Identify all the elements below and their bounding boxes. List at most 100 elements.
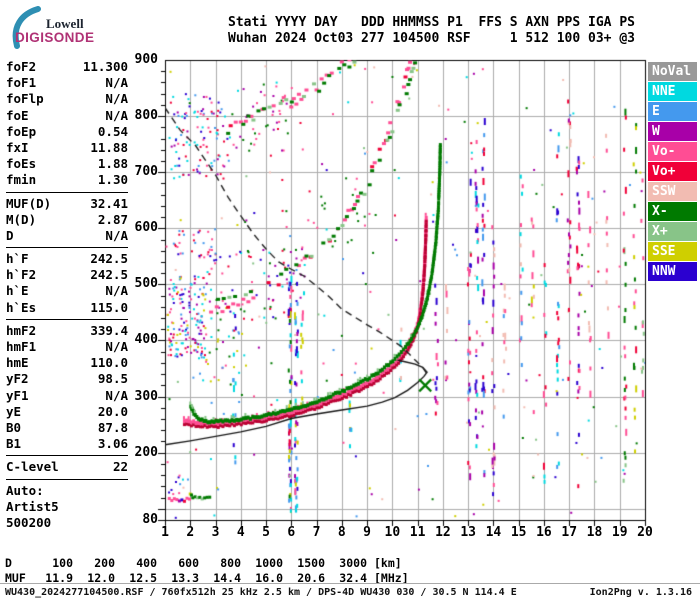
frow-muf-value-0: 11.9 bbox=[45, 570, 73, 585]
param-value: 2.87 bbox=[97, 211, 128, 227]
param-separator bbox=[6, 318, 128, 320]
x-tick-label-18: 18 bbox=[586, 525, 603, 540]
autoscaling-info-2: 500200 bbox=[6, 514, 52, 530]
status-bar: WU430_2024277104500.RSF / 760fx512h 25 k… bbox=[0, 583, 700, 599]
param-value: 115.0 bbox=[90, 299, 128, 315]
legend-item-nnw: NNW bbox=[648, 262, 697, 281]
parameter-panel: foF2 11.300 foF1 N/A foFlp N/A foE N/A foEp 0.54 f… bbox=[6, 59, 128, 531]
legend-item-vo: Vo- bbox=[648, 142, 697, 161]
param-row-hf: h`F 242.5 bbox=[6, 251, 128, 267]
y-tick-label-80: 80 bbox=[142, 512, 158, 527]
param-value: N/A bbox=[105, 339, 128, 354]
param-value: 339.4 bbox=[90, 322, 128, 338]
header-values-line: Wuhan 2024 Oct03 277 104500 RSF 1 512 10… bbox=[228, 31, 635, 46]
param-value: 110.0 bbox=[90, 355, 128, 371]
param-label: fxI bbox=[6, 139, 29, 155]
param-row-yf1: yF1 N/A bbox=[6, 388, 128, 404]
param-row-foes: foEs 1.88 bbox=[6, 156, 128, 172]
param-separator bbox=[6, 478, 128, 480]
digisonde-logo: Lowell DIGISONDE bbox=[6, 4, 136, 50]
frow-d-value-1: 200 bbox=[94, 556, 115, 570]
y-tick-label-300: 300 bbox=[134, 388, 158, 404]
param-label: yF1 bbox=[6, 387, 29, 403]
param-value: N/A bbox=[105, 75, 128, 91]
frow-d-value-3: 600 bbox=[178, 556, 199, 570]
frow-d-value-6: 1500 bbox=[297, 556, 325, 570]
param-row-yf2: yF2 98.5 bbox=[6, 371, 128, 387]
param-value: 98.5 bbox=[97, 371, 128, 387]
param-label: MUF(D) bbox=[6, 195, 52, 211]
param-row-mufd: MUF(D) 32.41 bbox=[6, 196, 128, 212]
logo-swoosh-icon bbox=[12, 6, 41, 49]
param-row-he: h`E N/A bbox=[6, 283, 128, 299]
param-label: M(D) bbox=[6, 211, 37, 227]
param-value: 0.54 bbox=[97, 123, 128, 139]
param-value: N/A bbox=[105, 227, 128, 243]
x-tick-label-4: 4 bbox=[236, 525, 245, 540]
param-label: foFlp bbox=[6, 91, 44, 107]
y-tick-label-600: 600 bbox=[134, 220, 158, 236]
param-label: foF2 bbox=[6, 59, 37, 74]
x-tick-label-12: 12 bbox=[435, 525, 451, 540]
param-row-b1: B1 3.06 bbox=[6, 436, 128, 452]
param-label: hmF1 bbox=[6, 339, 37, 354]
param-row-d: D N/A bbox=[6, 228, 128, 244]
param-row-b0: B0 87.8 bbox=[6, 420, 128, 436]
param-label: C-level bbox=[6, 459, 59, 475]
legend-item-x: X+ bbox=[648, 222, 697, 241]
x-tick-label-14: 14 bbox=[485, 525, 502, 540]
frow-muf-value-4: 14.4 bbox=[213, 570, 241, 585]
frow-d-value-4: 800 bbox=[220, 556, 241, 570]
param-label: fmin bbox=[6, 172, 37, 188]
param-label: foEs bbox=[6, 156, 37, 172]
y-tick-label-900: 900 bbox=[134, 52, 158, 67]
y-tick-label-400: 400 bbox=[134, 332, 158, 348]
param-label: foF1 bbox=[6, 75, 37, 91]
legend-item-ssw: SSW bbox=[648, 182, 697, 201]
autoscaling-info-1: Artist5 bbox=[6, 498, 59, 514]
param-value: N/A bbox=[105, 387, 128, 403]
param-value: 1.30 bbox=[97, 172, 128, 188]
x-tick-label-8: 8 bbox=[337, 525, 346, 540]
param-value: N/A bbox=[105, 107, 128, 123]
param-label: D bbox=[6, 227, 14, 243]
param-value: 32.41 bbox=[90, 195, 128, 211]
x-tick-label-10: 10 bbox=[384, 525, 401, 540]
frow-muf-unit: [MHz] bbox=[374, 570, 409, 585]
frow-d-label: D bbox=[5, 556, 12, 570]
x-tick-label-5: 5 bbox=[262, 525, 270, 540]
param-label: h`Es bbox=[6, 299, 37, 315]
distance-row: D 100 200 400 600 800 1000 1500 3000 [km] bbox=[5, 556, 402, 570]
header-format-line: Stati YYYY DAY DDD HHMMSS P1 FFS S AXN P… bbox=[228, 15, 635, 30]
x-tick-label-17: 17 bbox=[561, 525, 578, 540]
legend-item-x: X- bbox=[648, 202, 697, 221]
param-label: foEp bbox=[6, 123, 37, 139]
param-value: 1.88 bbox=[97, 156, 128, 172]
y-tick-label-800: 800 bbox=[134, 108, 158, 124]
param-label: yF2 bbox=[6, 371, 29, 387]
echo-direction-legend: NoVal NNE E W Vo- Vo+ SSW X- X+ SSE NNW bbox=[648, 62, 697, 282]
param-row-hmf2: hmF2 339.4 bbox=[6, 323, 128, 339]
param-value: 3.06 bbox=[97, 436, 128, 452]
param-value: N/A bbox=[105, 283, 128, 299]
param-row-ye: yE 20.0 bbox=[6, 404, 128, 420]
x-tick-label-13: 13 bbox=[460, 525, 476, 540]
frow-d-value-2: 400 bbox=[136, 556, 157, 570]
param-row-fof2: foF2 11.300 bbox=[6, 59, 128, 75]
param-label: hmE bbox=[6, 355, 29, 371]
param-row-hes: h`Es 115.0 bbox=[6, 300, 128, 316]
x-tick-label-1: 1 bbox=[161, 525, 169, 540]
param-value: N/A bbox=[105, 91, 128, 107]
logo-digisonde-text: DIGISONDE bbox=[15, 30, 95, 45]
param-value: 242.5 bbox=[90, 251, 128, 267]
frow-muf-value-7: 32.4 bbox=[339, 570, 367, 585]
x-tick-label-11: 11 bbox=[409, 525, 426, 540]
param-row-clevel: C-level 22 bbox=[6, 459, 128, 475]
x-tick-label-9: 9 bbox=[363, 525, 371, 540]
x-tick-label-15: 15 bbox=[510, 525, 527, 540]
frow-muf-value-1: 12.0 bbox=[87, 570, 115, 585]
param-value: 22 bbox=[112, 459, 128, 475]
legend-item-e: E bbox=[648, 102, 697, 121]
param-label: foE bbox=[6, 107, 29, 123]
